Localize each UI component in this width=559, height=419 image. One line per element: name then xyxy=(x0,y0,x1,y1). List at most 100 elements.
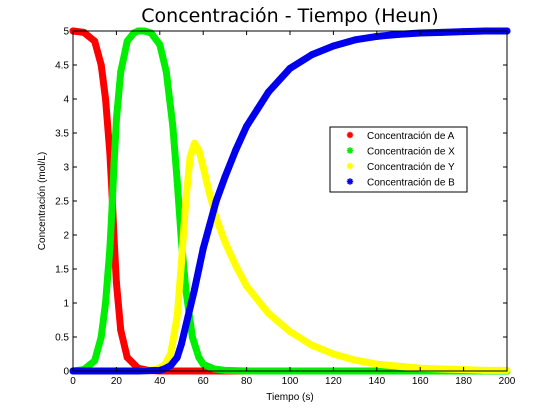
data-point xyxy=(195,265,203,273)
legend-label: Concentración de B xyxy=(367,178,455,189)
data-point xyxy=(191,139,199,147)
x-tick-label: 120 xyxy=(325,376,342,387)
data-point xyxy=(351,36,359,44)
data-point xyxy=(91,37,99,45)
data-point xyxy=(97,61,105,69)
legend-marker-star xyxy=(346,131,354,139)
y-axis: 0 0.5 1 1.5 2 2.5 3 3.5 4 4.5 5 xyxy=(55,27,507,378)
legend-marker-star xyxy=(346,178,354,185)
y-tick-label: 1.5 xyxy=(55,265,69,276)
y-axis-label: Concentración (mol/L) xyxy=(37,152,48,250)
data-point xyxy=(173,313,181,321)
data-point xyxy=(184,313,192,321)
data-point xyxy=(221,238,229,246)
legend-label: Concentración de Y xyxy=(367,162,455,173)
data-point xyxy=(329,42,337,50)
data-point xyxy=(191,285,199,293)
data-point xyxy=(212,197,220,205)
data-point xyxy=(308,341,316,349)
x-tick-label: 140 xyxy=(368,376,385,387)
data-point xyxy=(91,357,99,365)
data-point xyxy=(195,146,203,154)
data-point xyxy=(221,366,229,374)
data-point xyxy=(112,279,120,287)
data-point xyxy=(253,105,261,113)
data-point xyxy=(102,95,110,103)
data-point xyxy=(156,41,164,49)
x-tick-label: 0 xyxy=(70,376,76,387)
data-point xyxy=(123,353,131,361)
legend: Concentración de A Concentración de X Conc… xyxy=(329,126,468,193)
data-point xyxy=(167,350,175,358)
data-point xyxy=(243,282,251,290)
x-axis: 0 20 40 60 80 100 120 140 160 180 200 xyxy=(70,31,516,387)
data-point xyxy=(286,328,294,336)
x-tick-label: 100 xyxy=(282,376,299,387)
data-point xyxy=(206,190,214,198)
data-point xyxy=(97,333,105,341)
x-tick-label: 60 xyxy=(198,376,210,387)
plot-area xyxy=(69,27,511,375)
data-point xyxy=(481,366,489,374)
data-point xyxy=(232,146,240,154)
legend-entry: Concentración de A xyxy=(346,131,455,142)
data-point xyxy=(117,68,125,76)
legend-entries: Concentración de A Concentración de X Conc… xyxy=(346,131,455,189)
y-tick-label: 2.5 xyxy=(55,197,69,208)
y-tick-label: 0.5 xyxy=(55,333,69,344)
y-tick-label: 3.5 xyxy=(55,129,69,140)
x-axis-label: Tiempo (s) xyxy=(266,392,313,403)
data-point xyxy=(182,285,190,293)
data-point xyxy=(173,177,181,185)
x-tick-label: 20 xyxy=(111,376,123,387)
data-point xyxy=(110,156,118,164)
legend-entry: Concentración de B xyxy=(346,178,455,189)
data-point xyxy=(199,360,207,368)
data-point xyxy=(102,299,110,307)
x-tick-label: 40 xyxy=(154,376,166,387)
plot-background xyxy=(73,31,507,371)
data-point xyxy=(329,350,337,358)
data-point xyxy=(173,353,181,361)
data-point xyxy=(373,32,381,40)
data-point xyxy=(264,309,272,317)
chart-title: Concentración - Tiempo (Heun) xyxy=(141,5,438,27)
data-point xyxy=(286,64,294,72)
y-tick-label: 0 xyxy=(63,367,69,378)
y-tick-label: 3 xyxy=(63,163,69,174)
data-point xyxy=(80,28,88,36)
data-point xyxy=(123,37,131,45)
legend-entry: Concentración de X xyxy=(346,147,455,158)
data-point xyxy=(373,360,381,368)
y-tick-label: 5 xyxy=(63,27,69,38)
data-point xyxy=(243,122,251,130)
y-tick-label: 1 xyxy=(63,299,69,310)
y-tick-label: 4 xyxy=(63,95,69,106)
data-point xyxy=(188,333,196,341)
data-point xyxy=(108,204,116,212)
data-point xyxy=(195,353,203,361)
data-point xyxy=(199,163,207,171)
data-point xyxy=(351,356,359,364)
data-point xyxy=(438,28,446,36)
data-point xyxy=(264,88,272,96)
data-point xyxy=(199,245,207,253)
data-point xyxy=(178,340,185,348)
data-point xyxy=(106,245,114,253)
data-point xyxy=(178,258,185,266)
x-tick-label: 200 xyxy=(499,376,516,387)
legend-label: Concentración de X xyxy=(367,147,455,158)
data-point xyxy=(167,362,175,370)
data-point xyxy=(112,115,120,123)
y-tick-label: 2 xyxy=(63,231,69,242)
data-point xyxy=(395,362,402,370)
y-tick-label: 4.5 xyxy=(55,61,69,72)
data-point xyxy=(117,326,125,334)
data-point xyxy=(182,197,190,205)
x-tick-label: 180 xyxy=(455,376,472,387)
x-tick-label: 160 xyxy=(412,376,429,387)
data-point xyxy=(206,221,214,229)
legend-marker-star xyxy=(346,147,354,154)
legend-marker-star xyxy=(346,162,354,170)
